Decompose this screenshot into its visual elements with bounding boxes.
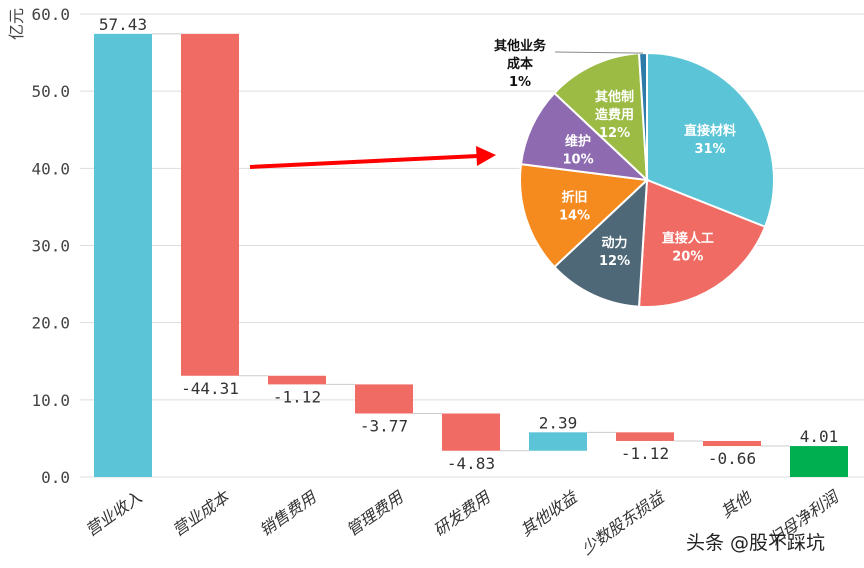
arrow-line	[249, 154, 479, 169]
y-tick-label: 10.0	[31, 391, 70, 410]
y-tick-label: 30.0	[31, 237, 70, 256]
pie-label: 造费用	[595, 107, 634, 123]
y-tick-label: 60.0	[31, 5, 70, 24]
data-label: -0.66	[708, 449, 756, 468]
pie-slice	[637, 178, 767, 308]
y-axis-label: 亿元	[7, 8, 26, 40]
pie-pct: 10%	[562, 153, 593, 168]
pie-pct: 1%	[509, 75, 531, 90]
pie-slice	[646, 51, 775, 229]
data-label: -3.77	[360, 416, 408, 435]
pie-label: 直接材料	[684, 123, 736, 139]
data-label: 2.39	[539, 413, 578, 432]
pie-label: 动力	[602, 235, 628, 251]
pie-label: 其他业务	[494, 38, 547, 54]
pie-pct: 20%	[672, 249, 703, 264]
x-tick-label: 其他	[717, 487, 756, 522]
data-label: -44.31	[181, 379, 239, 398]
x-tick-label: 营业成本	[169, 487, 234, 540]
bar-研发费用	[442, 413, 500, 451]
pie-label: 维护	[565, 134, 591, 150]
bar-销售费用	[268, 375, 326, 385]
x-tick-label: 少数股东损益	[578, 487, 669, 559]
pie-slice	[519, 91, 650, 182]
x-tick-label: 管理费用	[343, 487, 408, 540]
data-label: -4.83	[447, 454, 495, 473]
leader-line	[554, 51, 644, 54]
watermark: 头条 @股不踩坑	[686, 532, 826, 554]
data-label: 57.43	[99, 15, 147, 34]
pie-pct: 14%	[559, 209, 590, 224]
pie-label: 直接人工	[662, 230, 714, 246]
y-tick-label: 0.0	[41, 468, 70, 487]
bar-管理费用	[355, 384, 413, 414]
pie-slice	[519, 162, 650, 269]
y-tick-label: 20.0	[31, 314, 70, 333]
x-tick-label: 其他收益	[517, 487, 582, 540]
x-tick-label: 营业收入	[82, 488, 145, 540]
x-tick-label: 销售费用	[256, 487, 321, 540]
pie-pct: 12%	[599, 254, 630, 269]
y-tick-label: 40.0	[31, 159, 70, 178]
pie-label: 成本	[507, 56, 533, 72]
bar-营业收入	[94, 33, 152, 477]
bar-少数股东损益	[616, 432, 674, 441]
pie-pct: 12%	[599, 126, 630, 141]
bar-其他	[703, 440, 761, 447]
data-label: 4.01	[800, 427, 839, 446]
data-label: -1.12	[273, 387, 321, 406]
data-label: -1.12	[621, 444, 669, 463]
pie-pct: 31%	[694, 142, 725, 157]
y-tick-label: 50.0	[31, 82, 70, 101]
bar-归母净利润	[790, 446, 848, 477]
bar-营业成本	[181, 33, 239, 376]
pie-label: 其他制	[595, 89, 634, 105]
bar-其他收益	[529, 432, 587, 451]
pie-slice	[553, 177, 649, 308]
arrow-head	[476, 146, 496, 166]
pie-slice	[553, 52, 649, 183]
pie-label: 折旧	[562, 190, 588, 206]
x-tick-label: 研发费用	[430, 487, 495, 540]
